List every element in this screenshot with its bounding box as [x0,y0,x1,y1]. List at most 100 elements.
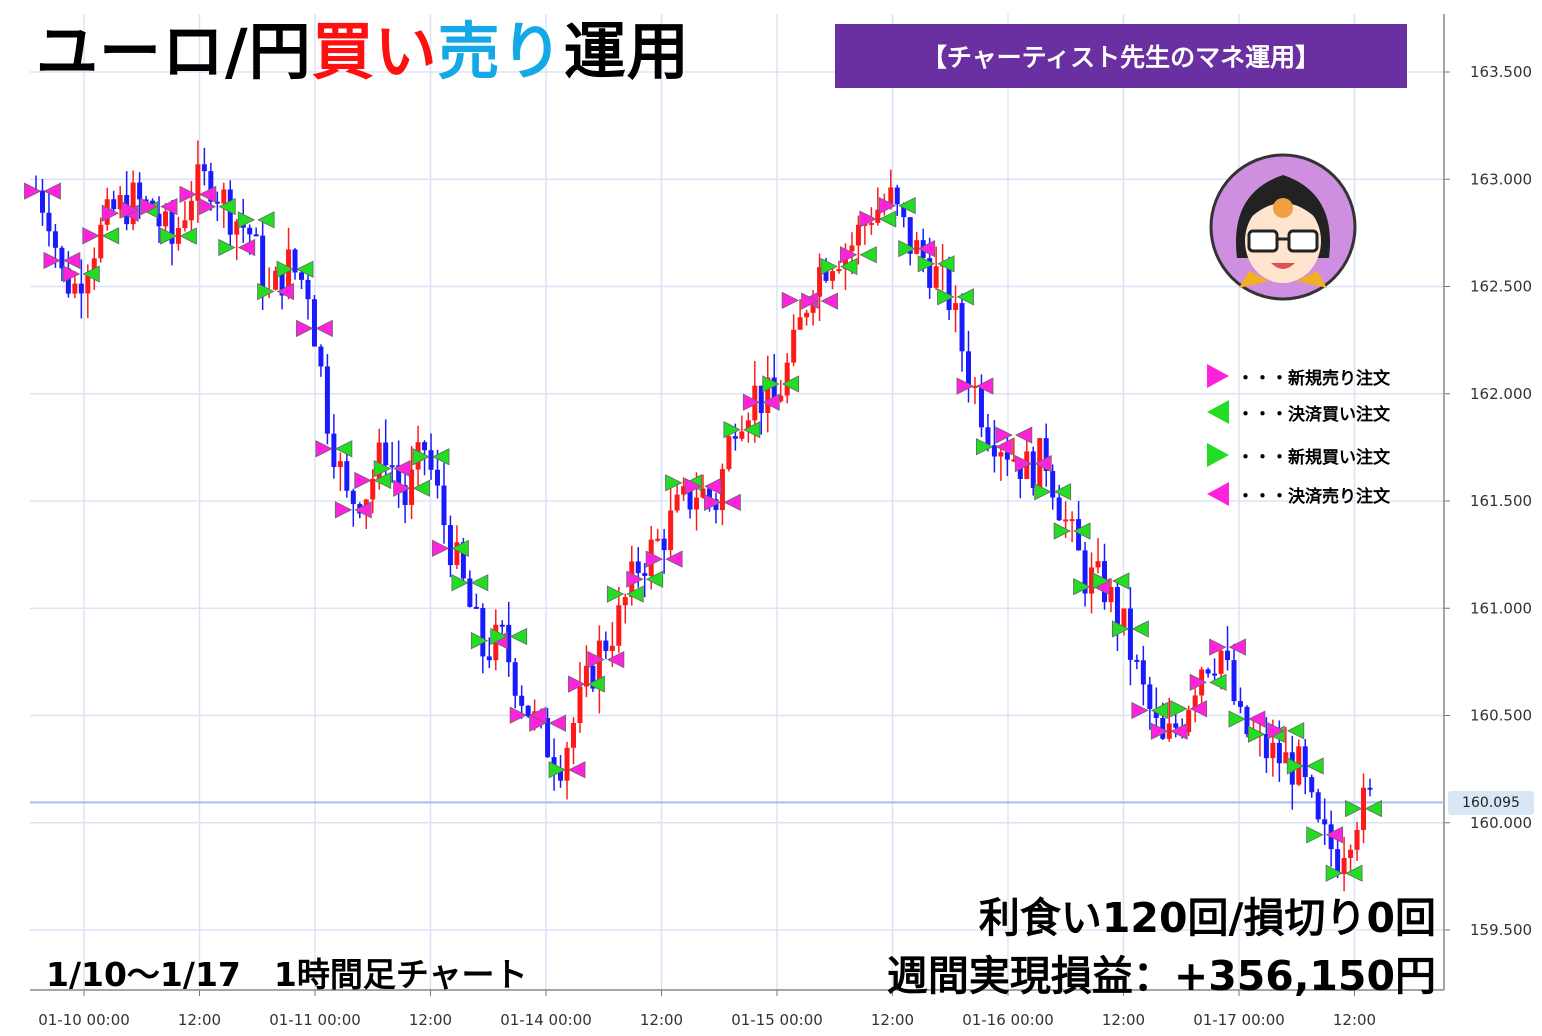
trade-marker [412,479,430,497]
candle-body [668,510,674,551]
trade-marker [606,650,625,669]
trade-marker [179,185,197,203]
trade-marker [665,550,683,568]
candle-body [849,245,855,252]
candle-body [888,187,894,205]
candle-body [1147,684,1153,710]
candle-body [1270,742,1276,759]
candle-body [311,299,317,347]
candle-body [525,705,531,717]
candle-body [324,366,330,434]
candle-body [117,194,123,210]
candle-body [156,213,162,227]
x-tick-label: 12:00 [1333,1011,1376,1029]
trade-marker [1286,757,1305,775]
candle-body [687,486,693,510]
trade-marker [237,238,256,257]
candle-body [609,645,615,651]
trade-marker [956,288,974,306]
candle-body [221,189,227,204]
x-tick-label: 01-14 00:00 [500,1011,592,1029]
candle-body [98,224,104,259]
candle-body [486,656,492,661]
trade-marker [995,438,1013,456]
trade-marker [1073,522,1091,540]
candle-body [927,258,933,288]
trade-marker [548,761,566,779]
candle-body [616,605,622,646]
trade-marker [840,257,858,276]
candle-body [1341,857,1347,875]
candle-body [1186,709,1192,733]
candle-body [59,247,65,269]
candle-body [428,450,434,470]
trade-marker [160,227,178,245]
trade-marker [218,238,236,257]
candle-body [376,442,382,479]
candle-body [1348,849,1354,858]
trade-marker [1131,701,1149,720]
candle-body [169,211,175,244]
candle-body [39,190,45,213]
teacher-avatar [1209,153,1357,301]
trade-marker [548,714,566,732]
candle-body [1302,746,1308,778]
trade-marker [276,260,294,278]
candle-body [545,718,551,758]
candle-body [1244,706,1250,735]
trade-marker [801,292,819,310]
trade-marker [237,211,256,229]
trade-marker [878,196,897,215]
candle-body [791,329,797,363]
candle-body [72,283,78,294]
candle-body [137,182,143,200]
candle-body [1166,723,1172,739]
trade-marker [198,197,217,216]
candle-body [1315,792,1321,820]
y-tick-label: 162.000 [1470,385,1532,403]
candle-body [1082,550,1088,594]
candle-body [175,228,181,244]
y-tick-label: 162.500 [1470,278,1532,296]
trade-marker [995,426,1013,444]
candle-body [778,395,784,402]
candle-body [1076,519,1082,551]
y-tick-label: 159.500 [1470,921,1532,939]
x-tick-label: 12:00 [1102,1011,1145,1029]
green-right-triangle-icon [1207,443,1229,467]
trade-marker [742,393,761,411]
weekly-profit-result: 週間実現損益：+356,150円 [886,952,1436,1000]
candle-body [1114,587,1120,628]
x-tick-label: 12:00 [871,1011,914,1029]
candle-body [655,538,661,541]
candle-body [506,624,512,663]
candle-body [1192,695,1198,710]
candle-body [732,436,738,439]
candle-body [1205,669,1211,674]
candle-body [758,385,764,414]
candle-body [1095,561,1101,568]
trade-marker [257,282,275,301]
trade-marker [140,198,158,216]
trade-marker [1014,426,1033,444]
trade-marker [334,501,353,519]
candle-body [253,234,259,237]
trade-marker [665,474,683,492]
candle-body [1231,660,1237,702]
trade-marker [1306,757,1324,775]
period-label: 1/10〜1/17 1時間足チャート [46,955,528,994]
x-tick-label: 12:00 [640,1011,683,1029]
y-tick-label: 161.000 [1470,599,1532,617]
candle-body [855,224,861,246]
candle-body [868,222,874,225]
candle-body [1173,723,1179,728]
candle-body [946,264,952,311]
trade-marker [373,471,392,490]
candle-body [299,272,305,280]
candle-body [577,686,583,724]
candle-body [286,249,292,296]
candle-body [823,267,829,281]
trade-marker [62,265,81,283]
trade-marker [24,182,42,200]
x-tick-label: 01-17 00:00 [1193,1011,1285,1029]
